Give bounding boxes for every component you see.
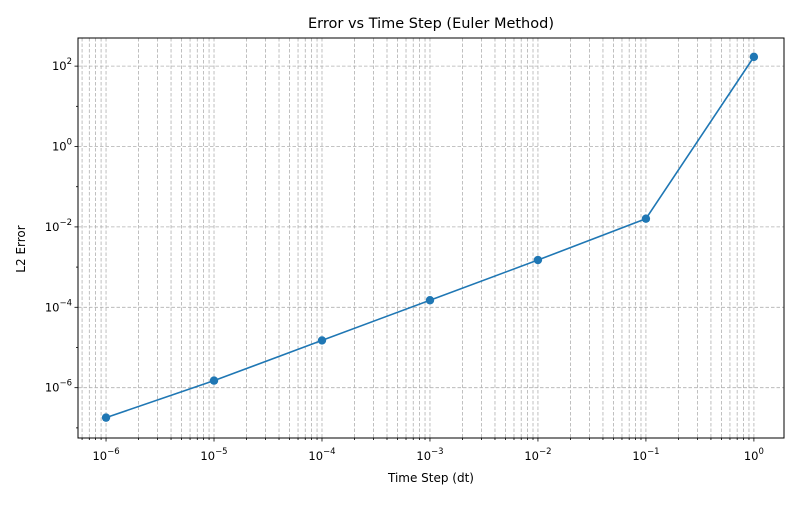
y-tick-label: 10−6 — [45, 379, 72, 395]
x-tick-label: 10−5 — [200, 447, 227, 463]
y-tick-label: 102 — [52, 57, 72, 73]
y-tick-label: 10−2 — [45, 218, 72, 234]
x-tick-label: 10−3 — [416, 447, 443, 463]
data-point — [101, 413, 111, 422]
ticks-layer: 10−6 10−5 10−4 10−3 10−2 10−1 100 10−6 10−4 10−2 1… — [45, 57, 764, 463]
x-tick-label: 10−4 — [308, 447, 335, 463]
y-tick-label: 10−4 — [45, 298, 72, 314]
data-point — [209, 376, 219, 385]
chart-title: Error vs Time Step (Euler Method) — [308, 16, 554, 32]
x-tick-label: 10−1 — [632, 447, 659, 463]
x-tick-label: 10−6 — [92, 447, 119, 463]
data-point — [533, 255, 543, 265]
y-tick-label: 100 — [52, 138, 72, 154]
x-axis-label: Time Step (dt) — [387, 471, 474, 485]
y-axis-label: L2 Error — [14, 225, 28, 272]
data-point — [749, 52, 759, 62]
data-point — [425, 296, 435, 305]
series-layer — [101, 52, 759, 422]
plot-frame — [77, 37, 785, 439]
data-point — [641, 214, 651, 223]
x-tick-label: 100 — [744, 447, 764, 463]
grid — [78, 38, 784, 438]
data-point — [317, 336, 327, 345]
x-tick-label: 10−2 — [524, 447, 551, 463]
